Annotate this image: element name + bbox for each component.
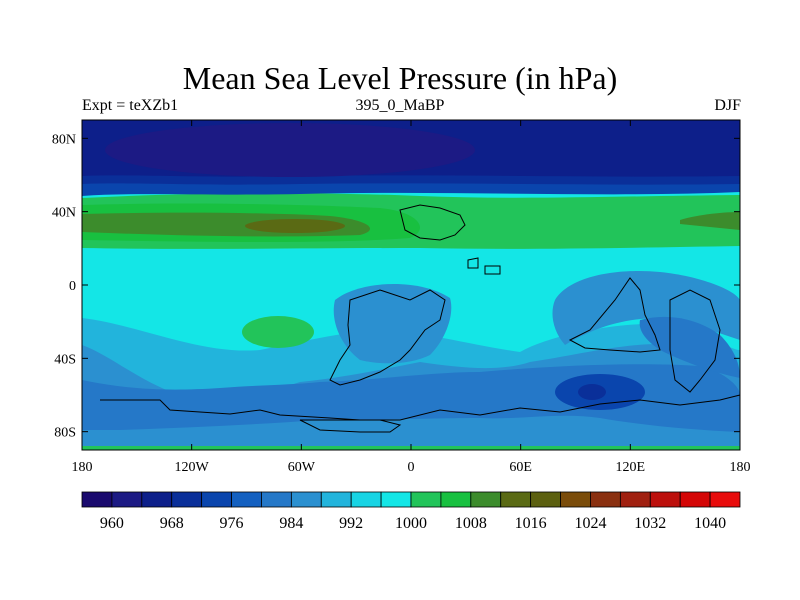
chart-title: Mean Sea Level Pressure (in hPa) xyxy=(182,60,618,96)
colorbar-swatch xyxy=(410,491,442,508)
colorbar-swatch xyxy=(290,491,322,508)
field-subtropical-high-core xyxy=(245,219,345,233)
y-tick-label: 40N xyxy=(52,206,76,221)
x-tick-label: 60W xyxy=(288,460,316,475)
colorbar-swatch xyxy=(261,491,292,508)
colorbar-label: 992 xyxy=(339,515,363,532)
colorbar-label: 1040 xyxy=(694,515,726,532)
y-tick-label: 80S xyxy=(54,426,76,441)
colorbar: 960 968 976 984 992 1000 1008 1016 1024 1032 1040 xyxy=(81,491,741,532)
x-tick-label: 120W xyxy=(175,460,210,475)
colorbar-swatch xyxy=(440,491,472,508)
x-tick-label: 180 xyxy=(730,460,751,475)
coastline-south-america xyxy=(329,289,446,386)
colorbar-label: 984 xyxy=(279,515,303,532)
colorbar-swatch xyxy=(111,491,143,508)
field-west-pacific-patch xyxy=(639,316,740,378)
colorbar-label: 1008 xyxy=(455,515,487,532)
x-tick-label: 180 xyxy=(72,460,93,475)
coastline-africa xyxy=(399,204,466,241)
colorbar-swatch xyxy=(649,491,681,508)
field-polar-low-center xyxy=(105,123,475,177)
colorbar-swatch xyxy=(380,491,412,508)
field-indian-ocean-patch xyxy=(552,270,740,345)
y-tick-label: 0 xyxy=(69,279,76,294)
field-east-pacific-high xyxy=(680,212,740,230)
x-tick-label: 120E xyxy=(616,460,646,475)
colorbar-label: 1024 xyxy=(574,515,606,532)
coastline-pacific-islands xyxy=(669,289,721,393)
x-tick-label: 60E xyxy=(509,460,532,475)
coastline-small-island-1 xyxy=(467,257,479,269)
experiment-label: Expt = teXZb1 xyxy=(82,97,179,114)
colorbar-label: 960 xyxy=(100,515,124,532)
coastline-southern-island xyxy=(299,419,402,433)
colorbar-swatch xyxy=(320,491,352,508)
season-label: DJF xyxy=(714,97,741,114)
colorbar-swatch xyxy=(590,491,621,508)
colorbar-swatch xyxy=(679,491,711,508)
pressure-field xyxy=(82,120,740,450)
y-axis: 80N 40N 0 40S 80S xyxy=(52,132,740,441)
x-tick-label: 0 xyxy=(408,460,415,475)
colorbar-swatch xyxy=(470,491,502,508)
colorbar-swatch xyxy=(171,491,203,508)
y-tick-label: 40S xyxy=(54,352,76,367)
colorbar-swatch xyxy=(350,491,382,508)
colorbar-label: 1032 xyxy=(634,515,666,532)
colorbar-swatch xyxy=(530,491,561,508)
coastline-small-island-2 xyxy=(484,265,501,275)
colorbar-label: 968 xyxy=(160,515,184,532)
x-axis: 180 120W 60W 0 60E 120E 180 xyxy=(72,120,751,475)
colorbar-swatch xyxy=(560,491,591,508)
colorbar-label: 976 xyxy=(220,515,244,532)
colorbar-label: 1016 xyxy=(515,515,547,532)
coastline-australia xyxy=(568,277,661,353)
y-tick-label: 80N xyxy=(52,132,76,147)
field-atlantic-patch xyxy=(333,283,452,364)
colorbar-swatch xyxy=(619,491,651,508)
colorbar-swatch xyxy=(201,491,232,508)
field-south-pacific-high xyxy=(242,316,314,348)
colorbar-swatch xyxy=(231,491,262,508)
field-southern-ocean-low-core xyxy=(578,384,606,400)
colorbar-swatch xyxy=(141,491,173,508)
colorbar-swatch xyxy=(500,491,532,508)
period-label: 395_0_MaBP xyxy=(355,97,445,114)
colorbar-swatch xyxy=(81,491,113,508)
coastline-antarctica xyxy=(100,394,741,421)
coastlines xyxy=(100,204,741,433)
colorbar-swatch xyxy=(709,491,741,508)
colorbar-label: 1000 xyxy=(395,515,427,532)
